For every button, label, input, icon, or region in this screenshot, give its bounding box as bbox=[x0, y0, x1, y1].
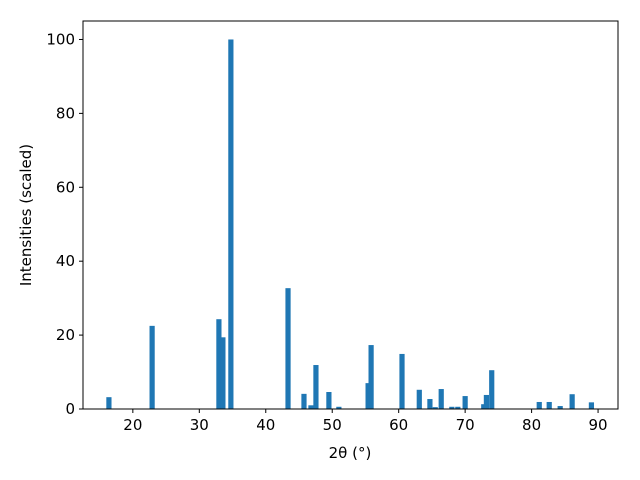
bar bbox=[285, 288, 291, 409]
y-tick-label: 60 bbox=[56, 178, 75, 196]
bar bbox=[588, 402, 595, 409]
x-tick-label: 50 bbox=[323, 416, 342, 434]
bar bbox=[432, 407, 438, 409]
bar bbox=[326, 392, 332, 409]
bar bbox=[220, 337, 226, 409]
bar bbox=[427, 399, 433, 409]
bar bbox=[455, 406, 461, 409]
x-tick-label: 90 bbox=[589, 416, 608, 434]
x-axis-label: 2θ (°) bbox=[329, 444, 372, 462]
x-tick-label: 30 bbox=[190, 416, 209, 434]
bar bbox=[416, 389, 422, 409]
bar bbox=[399, 353, 405, 409]
x-tick-label: 70 bbox=[456, 416, 475, 434]
bar bbox=[438, 389, 444, 409]
y-tick-label: 40 bbox=[56, 252, 75, 270]
plot-frame bbox=[82, 20, 619, 410]
x-tick-label: 40 bbox=[256, 416, 275, 434]
bar bbox=[481, 404, 487, 409]
bar bbox=[546, 401, 552, 409]
x-tick-label: 80 bbox=[522, 416, 541, 434]
y-tick-label: 20 bbox=[56, 326, 75, 344]
bar bbox=[368, 345, 374, 409]
bar bbox=[462, 396, 468, 409]
y-tick-label: 0 bbox=[65, 400, 75, 418]
bar bbox=[483, 394, 490, 409]
bar bbox=[536, 401, 542, 409]
bar bbox=[489, 370, 495, 409]
x-tick-label: 20 bbox=[123, 416, 142, 434]
bar bbox=[216, 319, 222, 409]
bar bbox=[301, 393, 307, 409]
bar bbox=[228, 39, 234, 409]
bar bbox=[365, 383, 371, 409]
y-axis-label: Intensities (scaled) bbox=[17, 144, 35, 286]
bar bbox=[336, 406, 342, 409]
bar bbox=[449, 406, 455, 409]
bar bbox=[313, 365, 319, 409]
bar bbox=[569, 394, 575, 409]
y-tick-label: 100 bbox=[46, 30, 75, 48]
bar bbox=[149, 325, 155, 409]
bar bbox=[557, 406, 563, 409]
y-tick-label: 80 bbox=[56, 104, 75, 122]
bar bbox=[308, 405, 314, 409]
x-tick-label: 60 bbox=[389, 416, 408, 434]
bar bbox=[106, 397, 112, 409]
